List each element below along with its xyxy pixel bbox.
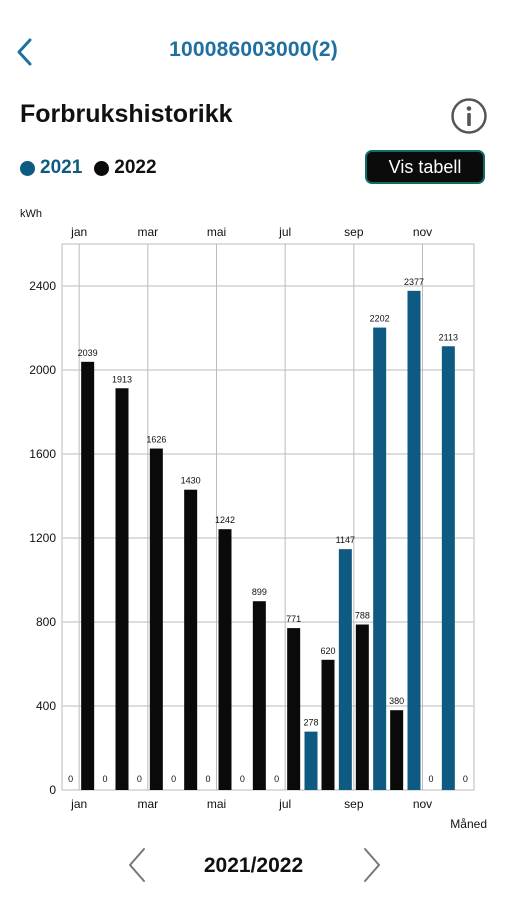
x-tick-label-top: mai: [207, 225, 226, 239]
data-label: 620: [320, 646, 335, 656]
x-tick-label-top: jul: [278, 225, 291, 239]
period-navigation: 2021/2022: [0, 846, 507, 886]
x-tick-label-bottom: jul: [278, 797, 291, 811]
data-label: 0: [274, 774, 279, 784]
next-period-button[interactable]: [360, 846, 384, 884]
account-id: 100086003000(2): [169, 38, 338, 61]
chevron-left-icon: [17, 38, 32, 66]
y-tick-label: 2000: [29, 363, 56, 377]
x-tick-label-bottom: sep: [344, 797, 364, 811]
y-tick-label: 400: [36, 699, 56, 713]
bar-2021-8: [304, 731, 318, 790]
legend-label-2022: 2022: [114, 157, 157, 178]
bar-2022-10: [390, 710, 404, 790]
data-label: 1430: [181, 476, 201, 486]
chevron-right-icon: [364, 848, 380, 882]
x-tick-label-bottom: jan: [70, 797, 87, 811]
x-tick-label-top: sep: [344, 225, 364, 239]
data-label: 1147: [336, 535, 355, 545]
y-tick-label: 1600: [29, 447, 56, 461]
back-button[interactable]: [10, 36, 40, 68]
plot-frame: [61, 243, 475, 791]
bar-2022-3: [149, 448, 163, 790]
x-tick-label-top: mar: [137, 225, 158, 239]
info-button[interactable]: [450, 97, 488, 135]
bar-2022-4: [184, 489, 198, 790]
y-tick-label: 2400: [29, 279, 56, 293]
y-tick-label: 800: [36, 615, 56, 629]
legend-item-2022: 2022: [94, 157, 157, 179]
data-label: 0: [205, 774, 210, 784]
y-axis-label: kWh: [20, 208, 42, 220]
bar-2022-7: [287, 628, 301, 790]
data-label: 0: [68, 774, 73, 784]
data-label: 2202: [370, 314, 390, 324]
bar-2022-6: [252, 601, 266, 790]
bar-2022-8: [321, 659, 335, 790]
data-label: 2377: [404, 277, 424, 287]
legend-dot-2021: [20, 160, 35, 176]
chart-legend: 2021 2022: [20, 157, 169, 179]
bar-2021-12: [441, 346, 455, 790]
data-label: 0: [428, 774, 433, 784]
x-tick-label-bottom: mai: [207, 797, 226, 811]
data-label: 278: [303, 718, 318, 728]
data-label: 0: [463, 774, 468, 784]
data-label: 0: [102, 774, 107, 784]
show-table-button[interactable]: Vis tabell: [365, 150, 485, 184]
data-label: 1626: [146, 435, 166, 445]
bar-2022-2: [115, 388, 129, 790]
bar-2021-9: [338, 549, 352, 790]
previous-period-button[interactable]: [125, 846, 149, 884]
bar-2022-9: [355, 624, 369, 790]
chevron-left-icon: [129, 848, 145, 882]
data-label: 788: [355, 611, 370, 621]
bar-2022-5: [218, 529, 232, 790]
data-label: 771: [286, 614, 301, 624]
data-label: 0: [240, 774, 245, 784]
legend-dot-2022: [94, 160, 110, 176]
y-tick-label: 1200: [29, 531, 56, 545]
legend-label-2021: 2021: [40, 157, 83, 178]
y-tick-label: 0: [49, 783, 56, 797]
page-title: Forbrukshistorikk: [20, 100, 233, 128]
data-label: 2113: [439, 332, 458, 342]
bar-2021-11: [407, 290, 421, 790]
consumption-chart: 0 400 800 1200 1600 2000 2400 jan jan mar mar mai ma…: [20, 208, 487, 831]
data-label: 0: [171, 774, 176, 784]
bar-2021-10: [373, 327, 387, 790]
data-label: 0: [137, 774, 142, 784]
data-label: 1242: [215, 515, 235, 525]
x-tick-label-top: nov: [413, 225, 432, 239]
data-label: 2039: [78, 348, 98, 358]
legend-item-2021: 2021: [20, 157, 82, 179]
x-tick-label-bottom: mar: [137, 797, 158, 811]
info-icon: [451, 98, 487, 134]
data-label: 1913: [112, 374, 132, 384]
data-label: 380: [389, 696, 404, 706]
x-tick-label-bottom: nov: [413, 797, 432, 811]
bar-2022-1: [81, 361, 95, 790]
data-label: 899: [252, 587, 267, 597]
x-axis-label: Måned: [450, 817, 487, 831]
x-tick-label-top: jan: [70, 225, 87, 239]
period-label: 2021/2022: [203, 854, 304, 877]
